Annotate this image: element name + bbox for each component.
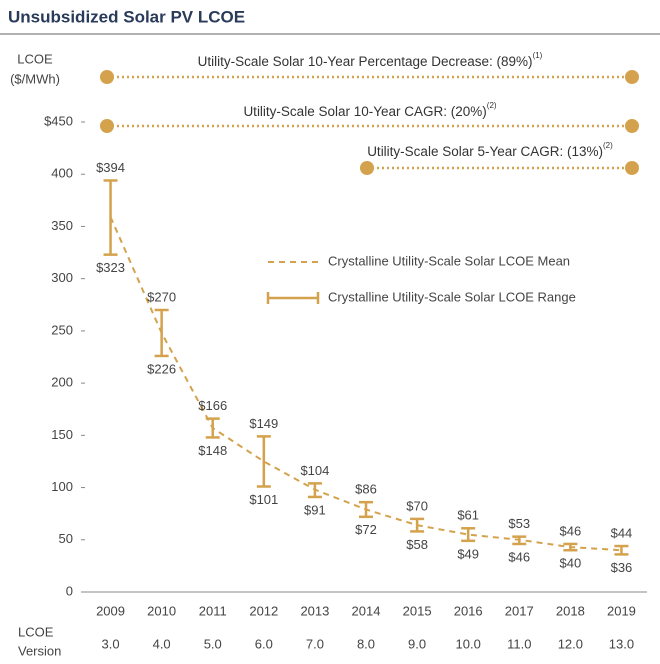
high-label: $46	[560, 523, 582, 538]
version-label: 10.0	[456, 636, 481, 651]
high-label: $149	[249, 416, 278, 431]
high-label: $86	[355, 482, 377, 497]
y-tick-label: 350	[51, 218, 73, 233]
annotation-text: Utility-Scale Solar 5-Year CAGR: (13%)	[367, 144, 603, 159]
version-label: 8.0	[357, 636, 375, 651]
version-label: 13.0	[609, 636, 634, 651]
chart-title: Unsubsidized Solar PV LCOE	[8, 7, 245, 26]
x-tick-label: 2017	[505, 603, 534, 618]
annotation: Utility-Scale Solar 10-Year CAGR: (20%)(…	[243, 101, 496, 118]
annotation-dot	[100, 119, 114, 133]
version-label: 3.0	[102, 636, 120, 651]
annotation-note: (1)	[533, 51, 543, 60]
high-label: $104	[300, 463, 329, 478]
version-label: 9.0	[408, 636, 426, 651]
high-label: $394	[96, 160, 125, 175]
low-label: $49	[457, 546, 479, 561]
x-label: Version	[18, 643, 61, 658]
version-label: 5.0	[204, 636, 222, 651]
x-tick-label: 2012	[249, 603, 278, 618]
low-label: $91	[304, 502, 326, 517]
x-tick-label: 2018	[556, 603, 585, 618]
annotation: Utility-Scale Solar 5-Year CAGR: (13%)(2…	[367, 141, 613, 158]
annotation-note: (2)	[603, 141, 613, 150]
x-tick-label: 2019	[607, 603, 636, 618]
x-label: LCOE	[18, 624, 54, 639]
y-tick-label: 0	[66, 583, 73, 598]
low-label: $36	[611, 560, 633, 575]
y-tick-label: $450	[44, 113, 73, 128]
legend-label: Crystalline Utility-Scale Solar LCOE Mea…	[328, 253, 570, 268]
y-tick-label: 200	[51, 375, 73, 390]
version-label: 11.0	[507, 636, 531, 651]
low-label: $46	[508, 549, 530, 564]
y-tick-label: 300	[51, 270, 73, 285]
low-label: $148	[198, 443, 227, 458]
x-tick-label: 2010	[147, 603, 176, 618]
annotation-dot	[625, 70, 639, 84]
low-label: $72	[355, 522, 377, 537]
y-tick-label: 100	[51, 479, 73, 494]
annotation: Utility-Scale Solar 10-Year Percentage D…	[198, 51, 543, 68]
low-label: $58	[406, 537, 428, 552]
version-label: 7.0	[306, 636, 324, 651]
low-label: $101	[249, 492, 278, 507]
low-label: $40	[560, 556, 582, 571]
high-label: $70	[406, 498, 428, 513]
legend-label: Crystalline Utility-Scale Solar LCOE Ran…	[328, 289, 576, 304]
annotation-text: Utility-Scale Solar 10-Year CAGR: (20%)	[243, 104, 486, 119]
high-label: $53	[508, 516, 530, 531]
x-tick-label: 2014	[352, 603, 381, 618]
high-label: $61	[457, 508, 479, 523]
high-label: $270	[147, 289, 176, 304]
annotation-text: Utility-Scale Solar 10-Year Percentage D…	[198, 54, 533, 69]
annotation-dot	[100, 70, 114, 84]
annotation-dot	[625, 119, 639, 133]
annotation-note: (2)	[487, 101, 497, 110]
y-tick-label: 150	[51, 427, 73, 442]
y-label: ($/MWh)	[10, 71, 60, 86]
y-tick-label: 250	[51, 322, 73, 337]
x-tick-label: 2015	[403, 603, 432, 618]
low-label: $226	[147, 361, 176, 376]
annotation-dot	[625, 161, 639, 175]
y-tick-label: 400	[51, 166, 73, 181]
version-label: 6.0	[255, 636, 273, 651]
version-label: 4.0	[153, 636, 171, 651]
x-tick-label: 2009	[96, 603, 125, 618]
low-label: $323	[96, 260, 125, 275]
version-label: 12.0	[558, 636, 583, 651]
high-label: $44	[611, 525, 633, 540]
y-label: LCOE	[17, 51, 53, 66]
high-label: $166	[198, 398, 227, 413]
x-tick-label: 2016	[454, 603, 483, 618]
annotation-dot	[360, 161, 374, 175]
x-tick-label: 2013	[300, 603, 329, 618]
y-tick-label: 50	[59, 531, 73, 546]
x-tick-label: 2011	[199, 603, 227, 618]
